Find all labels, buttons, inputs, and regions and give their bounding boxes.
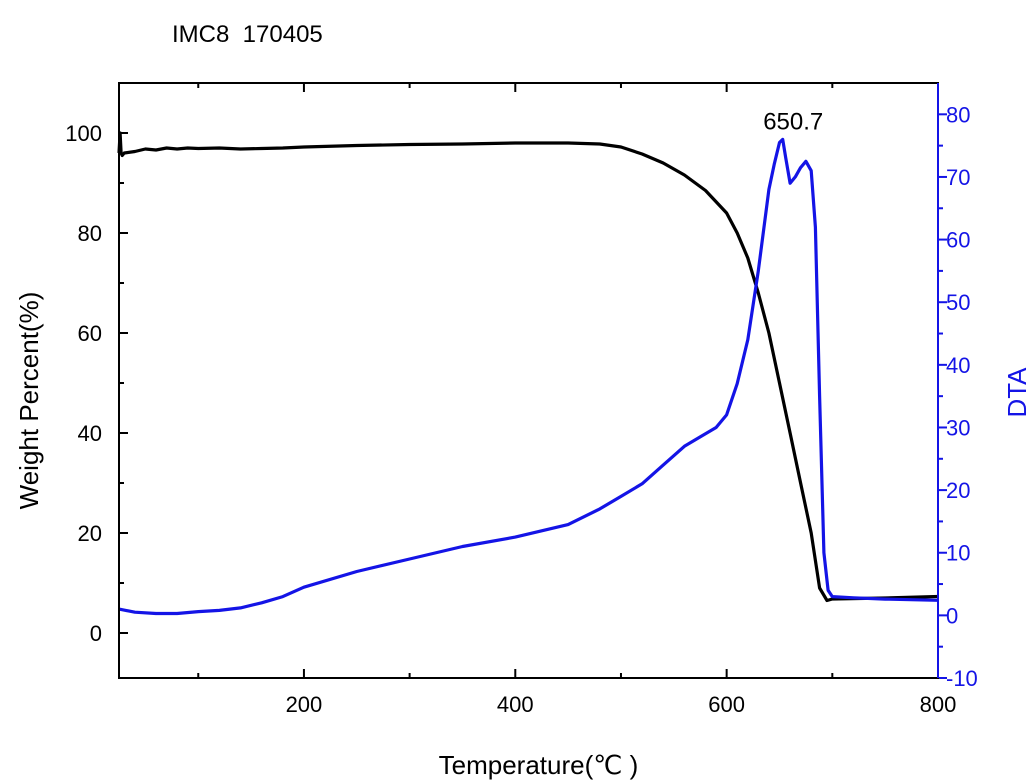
y-right-tick-label: 70	[946, 165, 970, 190]
y-axis-label-left: Weight Percent(%)	[14, 292, 44, 510]
y-right-tick-label: 0	[946, 603, 958, 628]
y-left-tick-label: 0	[90, 621, 102, 646]
y-left-tick-label: 40	[78, 421, 102, 446]
plot-frame	[118, 82, 939, 679]
y-right-tick-label: 50	[946, 290, 970, 315]
peak-annotation: 650.7	[763, 108, 823, 135]
chart-title: IMC8 170405	[172, 21, 323, 48]
y-right-tick-label: 20	[946, 478, 970, 503]
y-right-tick-label: 10	[946, 541, 970, 566]
y-right-tick-label: -10	[946, 666, 978, 691]
x-axis-label: Temperature(℃ )	[439, 750, 639, 780]
y-right-tick-label: 30	[946, 415, 970, 440]
x-tick-label: 600	[708, 692, 745, 717]
tick-layer	[119, 82, 947, 679]
y-left-tick-label: 80	[78, 221, 102, 246]
y-left-tick-label: 20	[78, 521, 102, 546]
y-right-tick-label: 80	[946, 102, 970, 127]
x-tick-label: 200	[286, 692, 323, 717]
y-right-tick-label: 60	[946, 228, 970, 253]
y-axis-label-right: DTA	[1002, 367, 1032, 418]
y-left-tick-label: 60	[78, 321, 102, 346]
x-tick-label: 800	[920, 692, 957, 717]
y-left-tick-label: 100	[65, 121, 102, 146]
tick-label-layer: 200 400 600 800 0 20 40 60 80 100 -10 0 10 20 30 40 50 60…	[65, 102, 978, 717]
dta-series-line	[118, 137, 939, 616]
x-tick-label: 400	[497, 692, 534, 717]
weight-percent-series-line	[117, 131, 939, 603]
y-right-tick-label: 40	[946, 353, 970, 378]
